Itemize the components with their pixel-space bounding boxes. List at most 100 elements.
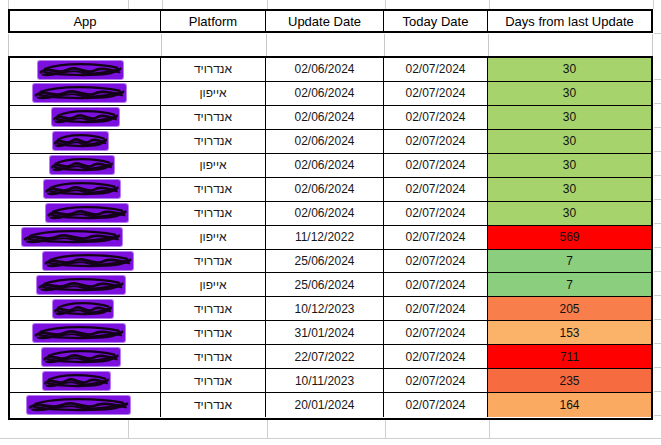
cell-app[interactable] — [10, 130, 161, 153]
cell-platform[interactable]: אנדרויד — [161, 345, 266, 368]
cell-days[interactable]: 30 — [488, 154, 651, 177]
cell-platform[interactable]: אנדרויד — [161, 321, 266, 344]
cell-app[interactable] — [10, 202, 161, 225]
cell-days[interactable]: 30 — [488, 82, 651, 105]
gridline — [654, 56, 661, 420]
cell-app[interactable] — [10, 226, 161, 249]
cell-update-date[interactable]: 20/01/2024 — [266, 393, 384, 417]
empty-cell[interactable] — [489, 34, 653, 57]
cell-today-date[interactable]: 02/07/2024 — [384, 82, 488, 105]
cell-update-date[interactable]: 10/12/2023 — [266, 297, 384, 320]
cell-update-date[interactable]: 25/06/2024 — [266, 273, 384, 296]
cell-days[interactable]: 7 — [488, 250, 651, 273]
header-update-date[interactable]: Update Date — [266, 11, 384, 31]
cell-update-date[interactable]: 31/01/2024 — [266, 321, 384, 344]
cell-app[interactable] — [10, 345, 161, 368]
cell-update-date[interactable]: 02/06/2024 — [266, 82, 384, 105]
cell-days[interactable]: 235 — [488, 369, 651, 392]
empty-row[interactable] — [8, 34, 653, 57]
cell-update-date[interactable]: 25/06/2024 — [266, 250, 384, 273]
cell-app[interactable] — [10, 178, 161, 201]
cell-app[interactable] — [10, 106, 161, 129]
cell-days[interactable]: 711 — [488, 345, 651, 368]
empty-cell[interactable] — [162, 34, 267, 57]
cell-platform[interactable]: אייפון — [161, 82, 266, 105]
cell-platform[interactable]: אייפון — [161, 154, 266, 177]
header-days[interactable]: Days from last Update — [488, 11, 651, 31]
cell-app[interactable] — [10, 273, 161, 296]
table-row: אנדרויד 10/12/2023 02/07/2024 205 — [10, 297, 651, 321]
cell-platform[interactable]: אנדרויד — [161, 106, 266, 129]
cell-today-date[interactable]: 02/07/2024 — [384, 345, 488, 368]
cell-update-date[interactable]: 02/06/2024 — [266, 178, 384, 201]
cell-days[interactable]: 205 — [488, 297, 651, 320]
cell-platform[interactable]: אייפון — [161, 273, 266, 296]
cell-app[interactable] — [10, 250, 161, 273]
cell-today-date[interactable]: 02/07/2024 — [384, 154, 488, 177]
cell-days[interactable]: 7 — [488, 273, 651, 296]
cell-app[interactable] — [10, 82, 161, 105]
cell-today-date[interactable]: 02/07/2024 — [384, 297, 488, 320]
cell-days[interactable]: 30 — [488, 58, 651, 81]
cell-app[interactable] — [10, 393, 161, 417]
scribble-icon — [33, 84, 126, 102]
cell-platform[interactable]: אנדרויד — [161, 130, 266, 153]
cell-today-date[interactable]: 02/07/2024 — [384, 321, 488, 344]
redaction-scribble — [46, 204, 128, 222]
cell-update-date[interactable]: 22/07/2022 — [266, 345, 384, 368]
cell-app[interactable] — [10, 58, 161, 81]
cell-update-date[interactable]: 02/06/2024 — [266, 58, 384, 81]
cell-today-date[interactable]: 02/07/2024 — [384, 273, 488, 296]
header-today-date[interactable]: Today Date — [384, 11, 488, 31]
cell-platform[interactable]: אנדרויד — [161, 250, 266, 273]
table-row: אייפון 02/06/2024 02/07/2024 30 — [10, 82, 651, 106]
cell-days[interactable]: 30 — [488, 178, 651, 201]
cell-today-date[interactable]: 02/07/2024 — [384, 226, 488, 249]
cell-platform[interactable]: אנדרויד — [161, 369, 266, 392]
redaction-scribble — [33, 84, 126, 102]
cell-app[interactable] — [10, 321, 161, 344]
cell-app[interactable] — [10, 297, 161, 320]
cell-today-date[interactable]: 02/07/2024 — [384, 130, 488, 153]
cell-platform[interactable]: אנדרויד — [161, 178, 266, 201]
cell-update-date[interactable]: 02/06/2024 — [266, 154, 384, 177]
header-app[interactable]: App — [10, 11, 161, 31]
cell-days[interactable]: 164 — [488, 393, 651, 417]
scribble-icon — [42, 348, 120, 366]
cell-today-date[interactable]: 02/07/2024 — [384, 106, 488, 129]
cell-today-date[interactable]: 02/07/2024 — [384, 393, 488, 417]
cell-today-date[interactable]: 02/07/2024 — [384, 178, 488, 201]
redaction-scribble — [44, 180, 120, 198]
cell-today-date[interactable]: 02/07/2024 — [384, 58, 488, 81]
cell-platform[interactable]: אנדרויד — [161, 393, 266, 417]
cell-days[interactable]: 153 — [488, 321, 651, 344]
empty-cell[interactable] — [267, 34, 385, 57]
cell-platform[interactable]: אנדרויד — [161, 58, 266, 81]
redaction-scribble — [43, 252, 133, 270]
cell-update-date[interactable]: 11/12/2022 — [266, 226, 384, 249]
cell-update-date[interactable]: 02/06/2024 — [266, 202, 384, 225]
empty-cell[interactable] — [8, 34, 162, 57]
cell-update-date[interactable]: 02/06/2024 — [266, 106, 384, 129]
cell-update-date[interactable]: 10/11/2023 — [266, 369, 384, 392]
cell-today-date[interactable]: 02/07/2024 — [384, 250, 488, 273]
header-platform[interactable]: Platform — [161, 11, 266, 31]
table-row: אייפון 11/12/2022 02/07/2024 569 — [10, 226, 651, 250]
table-row: אנדרויד 02/06/2024 02/07/2024 30 — [10, 58, 651, 82]
cell-days[interactable]: 30 — [488, 130, 651, 153]
cell-app[interactable] — [10, 154, 161, 177]
cell-days[interactable]: 569 — [488, 226, 651, 249]
cell-platform[interactable]: אנדרויד — [161, 297, 266, 320]
cell-today-date[interactable]: 02/07/2024 — [384, 369, 488, 392]
cell-update-date[interactable]: 02/06/2024 — [266, 130, 384, 153]
redaction-scribble — [53, 132, 108, 150]
gridline — [267, 420, 268, 438]
cell-platform[interactable]: אנדרויד — [161, 202, 266, 225]
empty-cell[interactable] — [385, 34, 489, 57]
cell-platform[interactable]: אייפון — [161, 226, 266, 249]
cell-days[interactable]: 30 — [488, 202, 651, 225]
cell-today-date[interactable]: 02/07/2024 — [384, 202, 488, 225]
cell-app[interactable] — [10, 369, 161, 392]
cell-days[interactable]: 30 — [488, 106, 651, 129]
scribble-icon — [52, 108, 119, 126]
